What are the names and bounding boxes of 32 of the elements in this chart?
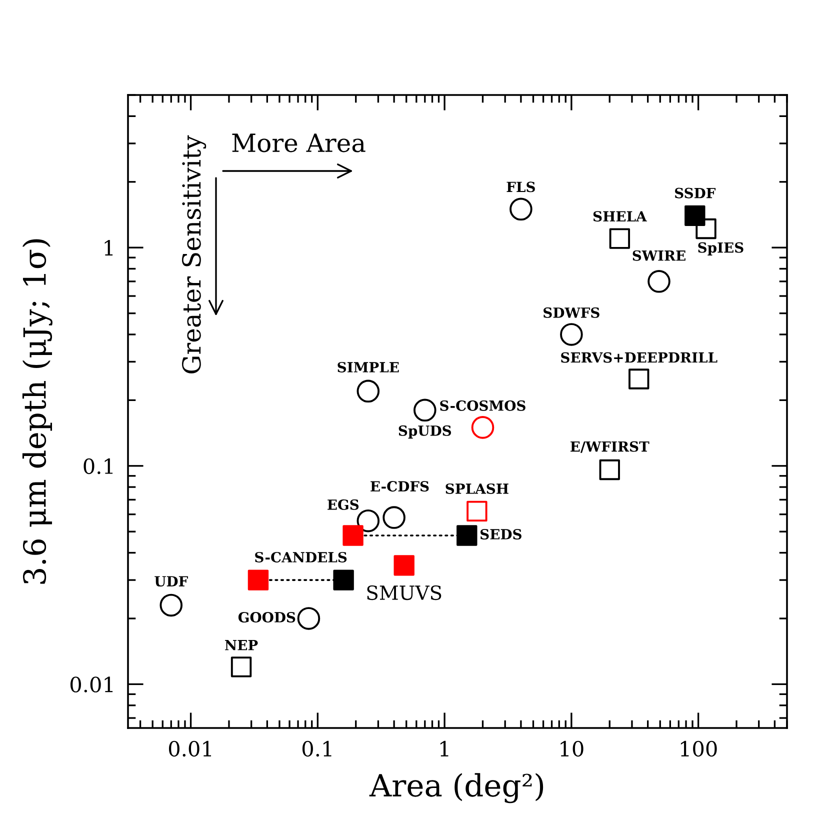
annotation: SERVS+DEEPDRILL [561,352,718,363]
x-tick-label: 0.1 [302,740,332,757]
x-tick-label: 10 [560,740,584,757]
y-tick-label: 0.01 [70,676,113,692]
y-tick-label: 0.1 [84,458,113,474]
annotation: SIMPLE [338,362,399,372]
annotation: More Area [232,134,366,152]
annotation: E/WFIRST [570,441,650,453]
annotation: SHELA [593,211,647,222]
annotation: UDF [154,576,188,587]
annotation: E-CDFS [370,481,429,492]
annotation: SMUVS [367,585,442,600]
y-axis-title: 3.6 μm depth (μJy; 1σ) [22,239,52,584]
annotation: FLS [506,182,535,192]
annotation: SpUDS [398,425,452,439]
x-axis-title: Area (deg²) [369,773,544,804]
y-tick-label: 1 [104,240,113,256]
annotation: SPLASH [446,483,508,494]
annotation: SEDS [480,529,522,540]
annotation: S-COSMOS [440,400,526,411]
x-tick-label: 100 [680,740,717,757]
annotation: EGS [328,499,359,510]
annotation: SSDF [674,188,716,198]
annotation: NEP [225,640,258,650]
annotation: Greater Sensitivity [182,135,206,374]
annotation: SpIES [698,242,744,256]
annotation: GOODS [238,612,296,623]
annotation: S-CANDELS [255,552,347,562]
x-tick-label: 1 [440,740,448,756]
annotation: SDWFS [544,307,600,318]
annotation: SWIRE [632,250,686,261]
x-tick-label: 0.01 [168,740,212,757]
